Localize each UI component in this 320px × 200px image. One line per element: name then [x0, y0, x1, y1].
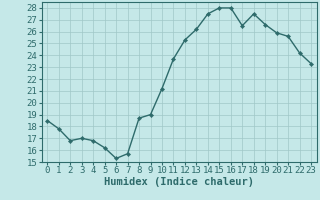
X-axis label: Humidex (Indice chaleur): Humidex (Indice chaleur): [104, 177, 254, 187]
